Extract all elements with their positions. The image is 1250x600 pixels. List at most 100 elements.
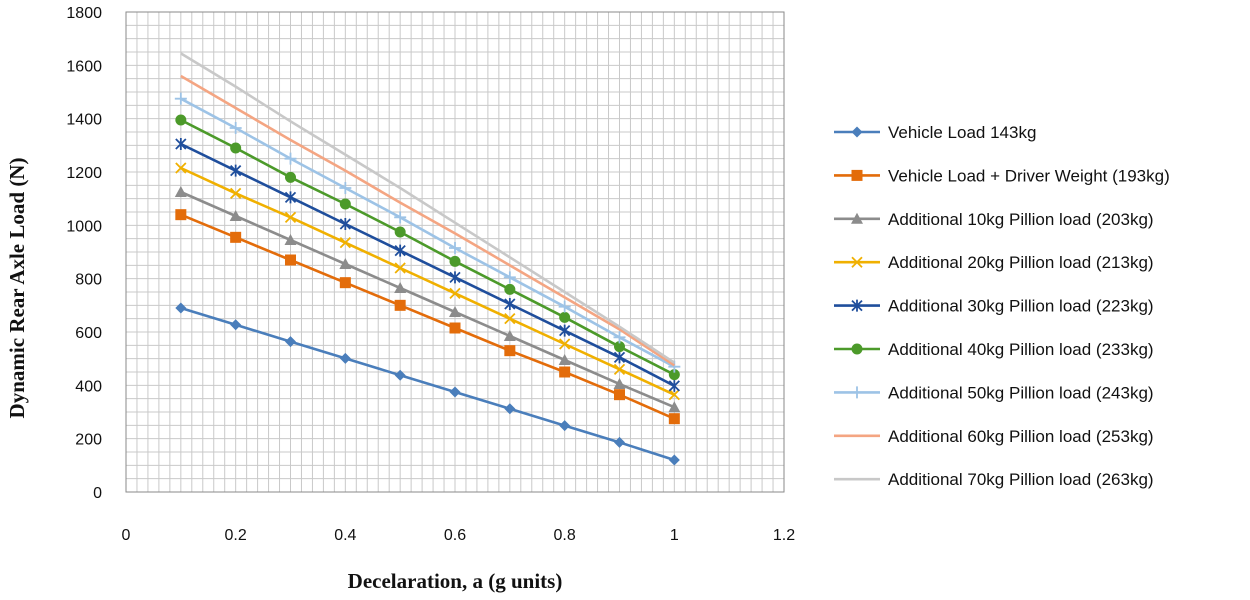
y-tick-label: 0	[93, 485, 102, 502]
data-point	[339, 258, 352, 269]
data-point	[559, 311, 571, 323]
y-axis-title: Dynamic Rear Axle Load (N)	[5, 158, 29, 419]
legend: Vehicle Load 143kg Vehicle Load + Driver …	[834, 123, 1170, 489]
data-point	[504, 283, 516, 295]
data-point	[614, 341, 625, 353]
data-point	[613, 331, 626, 344]
data-point	[394, 244, 406, 257]
data-point	[449, 242, 461, 254]
data-point	[285, 171, 296, 183]
data-point	[285, 254, 296, 266]
series-line	[180, 118, 675, 376]
legend-label: Additional 60kg Pillion load (253kg)	[888, 427, 1154, 446]
data-point	[394, 262, 406, 274]
legend-marker	[851, 126, 863, 138]
data-point	[284, 211, 297, 223]
x-tick-label: 1	[670, 527, 679, 544]
data-point	[394, 369, 406, 381]
series-1	[175, 302, 680, 466]
series-line	[180, 142, 675, 388]
series-line	[180, 190, 675, 409]
y-tick-label: 1400	[66, 112, 102, 129]
data-point	[284, 152, 297, 165]
data-point	[394, 299, 406, 311]
y-tick-label: 800	[75, 272, 102, 289]
series-8	[180, 74, 676, 367]
data-point	[503, 330, 516, 341]
data-point	[174, 92, 187, 105]
data-point	[230, 231, 242, 243]
legend-marker	[851, 169, 863, 181]
series-2	[175, 209, 680, 425]
x-tick-label: 0.6	[444, 527, 466, 544]
data-point	[175, 114, 187, 126]
data-point	[559, 324, 571, 337]
legend-item: Additional 20kg Pillion load (213kg)	[834, 253, 1154, 272]
series-3	[174, 186, 681, 413]
data-point	[504, 313, 516, 325]
series-line	[180, 213, 675, 420]
legend-item: Additional 70kg Pillion load (263kg)	[834, 470, 1154, 489]
legend-label: Additional 10kg Pillion load (203kg)	[888, 210, 1154, 229]
legend-item: Additional 40kg Pillion load (233kg)	[834, 340, 1154, 359]
legend-marker	[851, 256, 863, 268]
x-tick-label: 0.8	[554, 527, 576, 544]
legend-marker	[851, 343, 863, 355]
data-point	[175, 302, 187, 314]
data-point	[449, 255, 461, 267]
data-point	[394, 282, 407, 293]
data-point	[230, 319, 242, 331]
y-tick-label: 1800	[66, 5, 102, 22]
x-axis-title: Decelaration, a (g units)	[348, 569, 563, 593]
legend-label: Additional 20kg Pillion load (213kg)	[888, 253, 1154, 272]
data-point	[449, 306, 461, 317]
data-point	[229, 210, 242, 221]
y-tick-label: 600	[75, 325, 102, 342]
legend-marker	[851, 299, 863, 312]
data-point	[559, 420, 571, 432]
data-point	[230, 142, 242, 154]
y-tick-label: 400	[75, 378, 102, 395]
series-5	[175, 138, 680, 392]
data-point	[175, 209, 187, 221]
tick-labels: 0 0.2 0.4 0.6 0.8 1 1.2 0 200 400 600 800 1000 1200 14…	[66, 5, 795, 544]
data-point	[559, 366, 571, 378]
data-point	[175, 138, 187, 150]
legend-item: Additional 10kg Pillion load (203kg)	[834, 210, 1154, 229]
data-point	[559, 338, 571, 350]
series-line	[180, 74, 676, 367]
data-point	[668, 389, 680, 401]
legend-item: Additional 60kg Pillion load (253kg)	[834, 427, 1154, 446]
data-point	[229, 122, 242, 134]
data-point	[668, 454, 680, 466]
data-point	[394, 211, 407, 224]
x-tick-label: 0.2	[225, 527, 247, 544]
series-line	[180, 97, 675, 368]
data-point	[175, 162, 187, 174]
series-line	[180, 306, 675, 462]
series-7	[174, 92, 681, 373]
series-layer	[174, 52, 681, 466]
data-point	[613, 378, 626, 389]
series-line	[180, 52, 676, 364]
data-point	[449, 287, 461, 299]
data-point	[394, 226, 406, 238]
y-tick-label: 200	[75, 432, 102, 449]
data-point	[558, 354, 571, 365]
data-point	[449, 271, 461, 284]
data-point	[449, 322, 461, 334]
legend-label: Vehicle Load 143kg	[888, 123, 1036, 142]
data-point	[503, 271, 516, 284]
data-point	[504, 403, 516, 415]
legend-label: Additional 30kg Pillion load (223kg)	[888, 297, 1154, 316]
data-point	[230, 164, 242, 177]
legend-label: Additional 40kg Pillion load (233kg)	[888, 340, 1154, 359]
data-point	[339, 277, 351, 289]
data-point	[614, 389, 625, 401]
legend-marker	[851, 212, 863, 224]
y-tick-label: 1000	[66, 218, 102, 235]
series-4	[175, 162, 680, 401]
data-point	[668, 379, 680, 392]
legend-label: Vehicle Load + Driver Weight (193kg)	[888, 166, 1170, 185]
